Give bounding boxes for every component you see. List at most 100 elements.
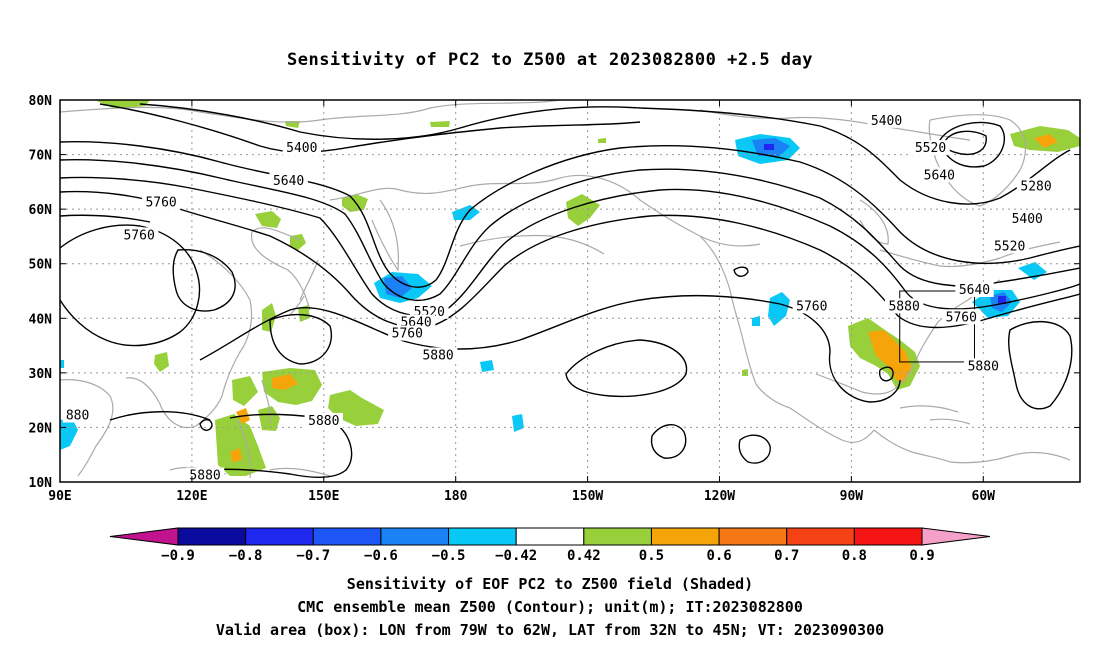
contour-label-bg bbox=[942, 309, 981, 325]
valid-area-box bbox=[899, 290, 975, 363]
lat-tick-label: 30N bbox=[29, 367, 53, 382]
shade-blue-india bbox=[60, 418, 78, 450]
coastline-canada-west bbox=[699, 235, 745, 345]
colorbar-swatch bbox=[786, 527, 855, 546]
contour-5880 bbox=[60, 214, 901, 403]
shade-green-okhotsk bbox=[255, 211, 281, 228]
lat-tick-label: 80N bbox=[29, 94, 53, 109]
shade-blue-hawaii bbox=[512, 414, 524, 432]
lat-tick-label: 10N bbox=[29, 476, 53, 491]
coastline-greenland bbox=[928, 114, 1027, 207]
contour-5880-low-inner bbox=[172, 249, 236, 312]
contour-label-bg bbox=[269, 172, 308, 188]
colorbar-label: −0.8 bbox=[229, 548, 263, 564]
shade-blue-darker-arctic bbox=[764, 144, 774, 150]
contour-5880-sub2 bbox=[565, 339, 688, 398]
contour-label-bg bbox=[1008, 211, 1047, 227]
colorbar-swatch bbox=[245, 527, 314, 546]
colorbar-label: 0.5 bbox=[639, 548, 664, 564]
contour-5880-rockies bbox=[733, 266, 749, 277]
shade-blue-india-north bbox=[60, 360, 64, 368]
map-title: Sensitivity of PC2 to Z500 at 2023082800… bbox=[286, 50, 813, 70]
colorbar-swatch bbox=[109, 527, 179, 546]
shade-blue-pacific-east2 bbox=[752, 316, 760, 326]
colorbar-label: 0.7 bbox=[774, 548, 799, 564]
contour-label-bg bbox=[62, 407, 93, 423]
shade-orange-us-east bbox=[868, 330, 912, 382]
colorbar-label: −0.6 bbox=[364, 548, 398, 564]
coastline-gulf bbox=[815, 359, 917, 395]
contour-label-bg bbox=[418, 347, 458, 363]
coastline-south-america bbox=[949, 451, 1071, 464]
shade-green-south-china-sea bbox=[232, 376, 258, 406]
lat-tick-label: 60N bbox=[29, 203, 53, 218]
colorbar-swatch bbox=[583, 527, 652, 546]
coastline-china bbox=[125, 249, 253, 429]
contour-label: 880 bbox=[66, 409, 89, 424]
map-frame bbox=[59, 99, 1081, 483]
lon-tick-label: 90W bbox=[840, 489, 864, 504]
shade-green-china bbox=[262, 303, 276, 332]
contour-label-bg bbox=[990, 238, 1029, 254]
colorbar-swatch bbox=[921, 527, 991, 546]
lon-tick-label: 120E bbox=[176, 489, 207, 504]
shade-green-maritime bbox=[215, 414, 266, 476]
colorbar-swatch bbox=[853, 527, 923, 546]
contour-label: 5760 bbox=[145, 196, 176, 211]
contour-5880-sub3 bbox=[650, 424, 687, 459]
contour-label: 5880 bbox=[888, 299, 919, 314]
contour-5400-west bbox=[99, 103, 641, 153]
coastlines bbox=[60, 100, 1071, 479]
coastline-central-america bbox=[873, 429, 951, 463]
contour-label: 5400 bbox=[1012, 212, 1043, 227]
colorbar: −0.9 −0.8 −0.7 −0.6 −0.5 −0.42 0.42 0.5 0.6 0.7 0.… bbox=[109, 527, 991, 564]
shade-green-arctic bbox=[598, 138, 606, 143]
shade-green-wpac bbox=[258, 406, 280, 431]
shade-green-bering bbox=[566, 194, 600, 226]
shade-orange-greenland bbox=[1034, 134, 1058, 148]
contour-label: 5520 bbox=[915, 141, 946, 156]
lon-tick-label: 60W bbox=[972, 489, 996, 504]
lat-tick-label: 20N bbox=[29, 421, 53, 436]
shade-blue-darker-atlantic bbox=[998, 296, 1006, 304]
contour-5880-tropic-small bbox=[199, 419, 213, 431]
coastline-arctic-canada bbox=[699, 109, 971, 141]
map-axes: 90E 120E 150E 180 150W 120W 90W 60W 80N 70N 60N 50N… bbox=[29, 94, 1080, 504]
colorbar-swatch bbox=[650, 527, 720, 546]
lon-tick-label: 180 bbox=[444, 489, 468, 504]
shade-green-arctic bbox=[430, 121, 450, 127]
shade-green-arctic-west bbox=[95, 100, 150, 109]
contour-5880-atlantic bbox=[1007, 320, 1073, 410]
colorbar-swatch bbox=[312, 527, 382, 546]
sensitivity-shading bbox=[60, 100, 1080, 476]
lat-tick-label: 40N bbox=[29, 312, 53, 327]
contour-label: 5880 bbox=[968, 359, 999, 374]
shade-blue-deep-kamchatka bbox=[384, 276, 412, 298]
caption-valid-area: Valid area (box): LON from 79W to 62W, L… bbox=[215, 621, 885, 639]
colorbar-label: 0.42 bbox=[567, 548, 601, 564]
colorbar-label: −0.5 bbox=[432, 548, 466, 564]
shade-green-india bbox=[154, 352, 169, 372]
contour-label: 5880 bbox=[308, 414, 339, 429]
contour-label: 5640 bbox=[273, 174, 304, 189]
lat-tick-label: 50N bbox=[29, 258, 53, 273]
contour-label-bg bbox=[920, 167, 959, 183]
contour-label-bg bbox=[185, 467, 225, 483]
contour-labels: 5400 5400 5520 5640 5640 5760 5760 5280 5400 5520… bbox=[62, 112, 1056, 484]
lon-tick-label: 150E bbox=[308, 489, 339, 504]
shade-orange-philippines bbox=[272, 374, 298, 390]
contour-label: 5640 bbox=[959, 283, 990, 298]
contour-5280 bbox=[939, 121, 1005, 168]
contour-label: 5760 bbox=[796, 299, 827, 314]
colorbar-label: −0.7 bbox=[296, 548, 330, 564]
lon-tick-label: 90E bbox=[48, 489, 71, 504]
contour-label-bg bbox=[388, 325, 427, 341]
coastline-mexico bbox=[789, 407, 875, 443]
coastline-canada-east bbox=[879, 241, 1061, 268]
shade-green-arctic bbox=[285, 121, 300, 128]
contour-label: 5400 bbox=[286, 141, 317, 156]
contour-label-bg bbox=[1016, 178, 1056, 194]
contour-label: 5880 bbox=[189, 469, 220, 484]
contour-5640 bbox=[60, 159, 1080, 301]
contour-5880-sub4 bbox=[738, 434, 771, 464]
